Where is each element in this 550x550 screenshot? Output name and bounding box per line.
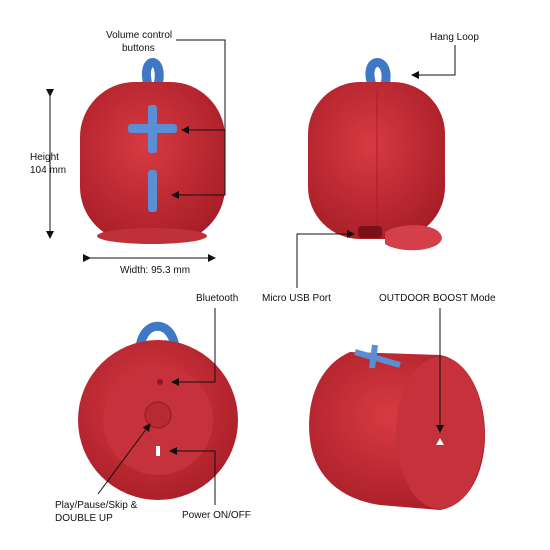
bottom-speaker [78, 321, 238, 500]
callout-text: OUTDOOR BOOST Mode [379, 293, 496, 304]
angled-speaker [309, 344, 485, 510]
callout-text: 104 mm [30, 165, 66, 176]
front-speaker [80, 58, 225, 244]
callout-text: Volume control [106, 30, 172, 41]
callout-text: Bluetooth [196, 293, 238, 304]
callout-text: Hang Loop [430, 32, 479, 43]
callout-text: Width: 95.3 mm [120, 265, 190, 276]
callout-text: buttons [122, 43, 155, 54]
callout-text: Play/Pause/Skip & [55, 500, 138, 511]
back-speaker [308, 58, 445, 251]
callout-text: DOUBLE UP [55, 513, 113, 524]
callout-text: Micro USB Port [262, 293, 331, 304]
callout-text: Height [30, 152, 59, 163]
callout-text: Power ON/OFF [182, 510, 251, 521]
